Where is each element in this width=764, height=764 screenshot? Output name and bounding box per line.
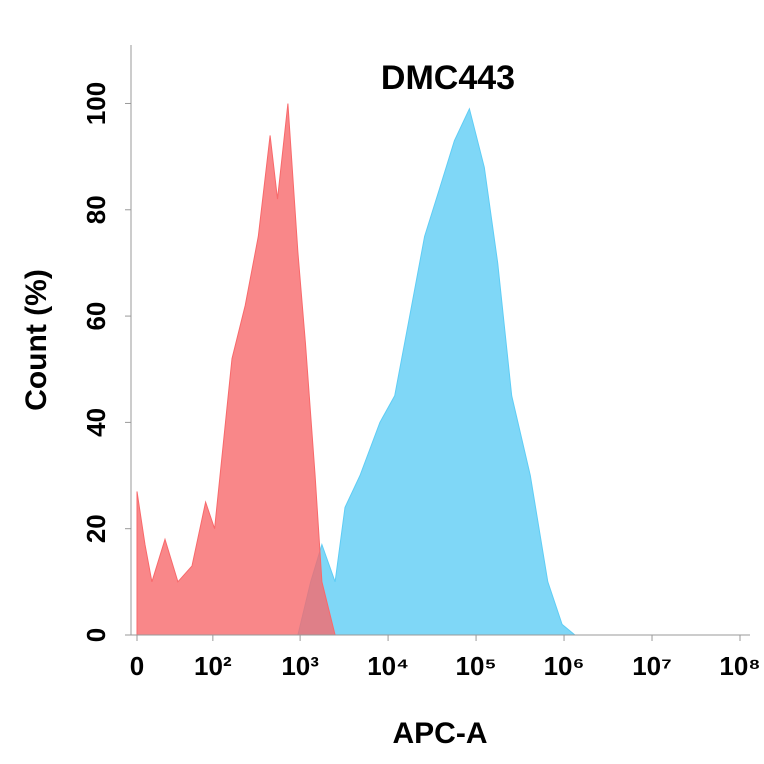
x-tick-label: 10⁷	[632, 651, 672, 681]
y-tick-label: 40	[81, 408, 111, 437]
x-tick-label: 10²	[194, 651, 232, 681]
y-tick-label: 80	[81, 195, 111, 224]
x-tick-label: 10³	[281, 651, 319, 681]
y-tick-label: 0	[81, 628, 111, 642]
x-tick-label: 10⁵	[455, 651, 496, 681]
y-tick-label: 100	[81, 82, 111, 125]
y-axis-label: Count (%)	[20, 269, 53, 411]
x-tick-label: 10⁴	[367, 651, 409, 681]
y-tick-label: 60	[81, 302, 111, 331]
x-tick-label: 10⁶	[544, 651, 585, 681]
y-tick-label: 20	[81, 514, 111, 543]
histogram-area	[297, 107, 577, 636]
x-tick-label: 0	[130, 651, 144, 681]
chart-title: DMC443	[381, 59, 515, 97]
x-tick-label: 10⁸	[719, 651, 760, 681]
x-axis-label: APC-A	[393, 717, 488, 750]
histogram-area	[136, 103, 336, 636]
